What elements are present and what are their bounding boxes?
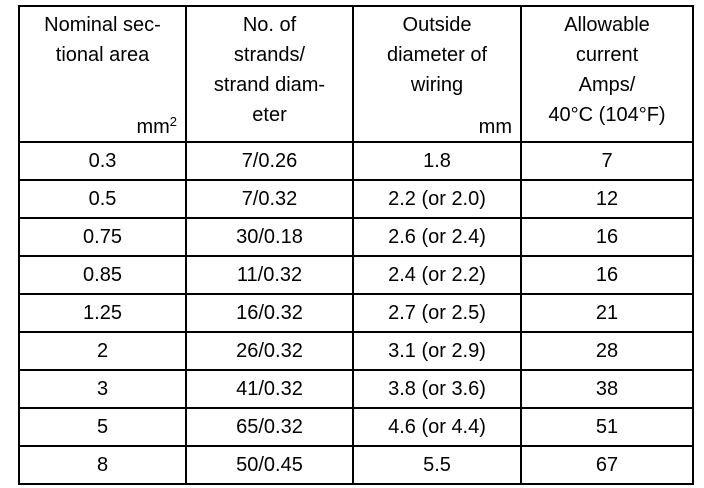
header-line: wiring <box>410 74 464 96</box>
table-cell: 1.8 <box>352 141 522 181</box>
table-cell: 26/0.32 <box>185 331 354 371</box>
unit-label: mm <box>479 115 512 139</box>
header-line: Amps/ <box>578 74 636 96</box>
table-cell: 2.6 (or 2.4) <box>352 217 522 257</box>
unit-text: mm <box>478 116 512 138</box>
header-line: tional area <box>55 44 150 66</box>
table-row: 0.5 7/0.32 2.2 (or 2.0) 12 <box>18 179 694 219</box>
header-cell: Allowable current Amps/40°C (104°F) <box>520 5 694 143</box>
table-cell: 30/0.18 <box>185 217 354 257</box>
header-cell: Outside diameter of wiring mm <box>352 5 522 143</box>
table-row: 1.25 16/0.32 2.7 (or 2.5) 21 <box>18 293 694 333</box>
table-cell: 2.2 (or 2.0) <box>352 179 522 219</box>
table-cell: 16 <box>520 217 694 257</box>
table-cell: 50/0.45 <box>185 445 354 485</box>
header-cell: Nominal sec-tional area mm2 <box>18 5 187 143</box>
table-row: 0.3 7/0.26 1.8 7 <box>18 141 694 181</box>
table-cell: 65/0.32 <box>185 407 354 447</box>
table-cell: 3.1 (or 2.9) <box>352 331 522 371</box>
table-cell: 0.85 <box>18 255 187 295</box>
table-cell: 41/0.32 <box>185 369 354 409</box>
table-body: 0.3 7/0.26 1.8 7 0.5 7/0.32 2.2 (or 2.0) 12 0.75… <box>18 141 694 485</box>
table-cell: 11/0.32 <box>185 255 354 295</box>
header-line: No. of <box>242 14 297 36</box>
table-cell: 0.75 <box>18 217 187 257</box>
table-cell: 5.5 <box>352 445 522 485</box>
header-line: strands/ <box>233 44 306 66</box>
table-cell: 2.4 (or 2.2) <box>352 255 522 295</box>
header-line: eter <box>252 104 287 126</box>
table-row: 0.85 11/0.32 2.4 (or 2.2) 16 <box>18 255 694 295</box>
table-cell: 7/0.32 <box>185 179 354 219</box>
table-cell: 21 <box>520 293 694 333</box>
table-cell: 8 <box>18 445 187 485</box>
header-line: current <box>575 44 639 66</box>
table-cell: 7/0.26 <box>185 141 354 181</box>
table-cell: 12 <box>520 179 694 219</box>
table-row: 5 65/0.32 4.6 (or 4.4) 51 <box>18 407 694 447</box>
table-cell: 51 <box>520 407 694 447</box>
table-row: 8 50/0.45 5.5 67 <box>18 445 694 485</box>
table-cell: 2 <box>18 331 187 371</box>
table-cell: 7 <box>520 141 694 181</box>
header-line: diameter of <box>386 44 488 66</box>
header-line: Nominal sec- <box>44 14 161 36</box>
header-line: Outside <box>402 14 472 36</box>
table-cell: 0.3 <box>18 141 187 181</box>
table-cell: 16 <box>520 255 694 295</box>
header-line: strand diam- <box>213 74 326 96</box>
header-line: 40°C (104°F) <box>548 104 666 126</box>
header-line: Allowable <box>564 14 650 36</box>
table-cell: 28 <box>520 331 694 371</box>
header-cell: No. of strands/strand diam-eter <box>185 5 354 143</box>
unit-label: mm2 <box>136 110 177 139</box>
table-cell: 5 <box>18 407 187 447</box>
table-cell: 38 <box>520 369 694 409</box>
table-cell: 3.8 (or 3.6) <box>352 369 522 409</box>
table-row: 3 41/0.32 3.8 (or 3.6) 38 <box>18 369 694 409</box>
table-cell: 2.7 (or 2.5) <box>352 293 522 333</box>
table-cell: 3 <box>18 369 187 409</box>
table-cell: 4.6 (or 4.4) <box>352 407 522 447</box>
table-cell: 67 <box>520 445 694 485</box>
table-header: Nominal sec-tional area mm2 No. of strands/… <box>18 5 694 143</box>
table-cell: 0.5 <box>18 179 187 219</box>
table-row: 2 26/0.32 3.1 (or 2.9) 28 <box>18 331 694 371</box>
table-cell: 16/0.32 <box>185 293 354 333</box>
wire-table: Nominal sec-tional area mm2 No. of strands/… <box>18 5 694 485</box>
table-row: 0.75 30/0.18 2.6 (or 2.4) 16 <box>18 217 694 257</box>
unit-text: mm <box>136 116 170 138</box>
table-cell: 1.25 <box>18 293 187 333</box>
unit-superscript: 2 <box>169 114 177 129</box>
